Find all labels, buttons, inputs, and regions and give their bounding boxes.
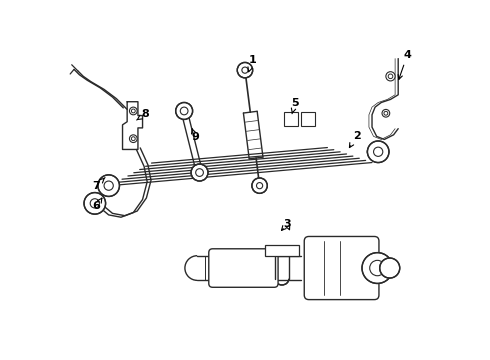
FancyBboxPatch shape <box>304 237 379 300</box>
Circle shape <box>386 72 395 81</box>
Circle shape <box>368 141 389 163</box>
Bar <box>265 245 299 256</box>
Text: 7: 7 <box>93 177 105 191</box>
Text: 8: 8 <box>137 109 149 120</box>
Text: 9: 9 <box>191 129 199 142</box>
Circle shape <box>84 193 106 214</box>
Circle shape <box>129 107 137 115</box>
Circle shape <box>98 175 120 197</box>
Text: 3: 3 <box>284 219 291 229</box>
Circle shape <box>252 178 268 193</box>
Circle shape <box>237 62 253 78</box>
Text: 5: 5 <box>291 98 299 114</box>
Circle shape <box>129 135 137 143</box>
Bar <box>284 112 298 126</box>
Text: 2: 2 <box>349 131 361 148</box>
Bar <box>301 112 315 126</box>
Circle shape <box>191 164 208 181</box>
Circle shape <box>382 109 390 117</box>
Circle shape <box>380 258 400 278</box>
Text: 1: 1 <box>248 55 257 72</box>
Text: 6: 6 <box>93 198 102 211</box>
Circle shape <box>176 103 193 120</box>
Circle shape <box>362 253 393 283</box>
FancyBboxPatch shape <box>209 249 278 287</box>
Text: 4: 4 <box>398 50 412 80</box>
